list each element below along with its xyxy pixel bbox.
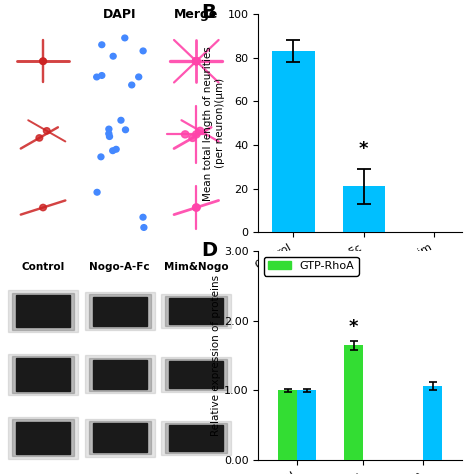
Circle shape	[36, 135, 43, 141]
Bar	[170, 425, 223, 451]
Circle shape	[118, 118, 124, 123]
Circle shape	[182, 131, 189, 138]
Y-axis label: Mean total length of neurities
(per neuron)(μm): Mean total length of neurities (per neur…	[203, 46, 225, 201]
Circle shape	[192, 204, 200, 211]
Bar	[85, 419, 155, 456]
Circle shape	[98, 154, 104, 160]
Bar	[85, 292, 155, 330]
Circle shape	[136, 74, 142, 80]
Circle shape	[40, 58, 46, 64]
Bar	[165, 359, 227, 390]
Circle shape	[140, 48, 146, 54]
Bar	[423, 386, 442, 460]
Bar	[16, 358, 70, 391]
Bar	[12, 419, 74, 456]
Circle shape	[94, 74, 100, 80]
Bar	[93, 360, 146, 389]
Bar	[8, 417, 78, 458]
Circle shape	[192, 58, 200, 65]
Circle shape	[113, 146, 119, 152]
Circle shape	[40, 204, 46, 211]
Text: Control: Control	[21, 262, 64, 272]
Circle shape	[196, 128, 204, 135]
Bar	[12, 293, 74, 330]
Bar	[162, 420, 231, 455]
Bar	[89, 358, 151, 391]
Circle shape	[192, 58, 200, 65]
Text: D: D	[201, 241, 218, 260]
Bar	[165, 422, 227, 453]
Circle shape	[141, 225, 147, 230]
Bar	[89, 421, 151, 455]
Bar	[8, 354, 78, 395]
Circle shape	[40, 58, 46, 64]
Text: B: B	[201, 3, 216, 22]
Text: Merge: Merge	[174, 8, 219, 21]
Bar	[297, 390, 317, 460]
Bar	[162, 357, 231, 392]
Circle shape	[106, 126, 112, 132]
Bar	[93, 423, 146, 452]
Text: Nogo-A-Fc: Nogo-A-Fc	[90, 262, 150, 272]
Bar	[170, 361, 223, 388]
Text: DAPI: DAPI	[103, 8, 137, 21]
Bar	[89, 294, 151, 328]
Bar	[16, 421, 70, 454]
Circle shape	[122, 35, 128, 41]
Bar	[8, 291, 78, 332]
Circle shape	[110, 54, 116, 59]
Bar	[170, 298, 223, 324]
Bar	[12, 356, 74, 393]
Text: *: *	[359, 140, 368, 158]
Circle shape	[192, 58, 200, 65]
Legend: GTP-RhoA: GTP-RhoA	[264, 257, 359, 276]
Circle shape	[106, 131, 112, 137]
Y-axis label: Relative expression of proteins: Relative expression of proteins	[211, 275, 221, 436]
Circle shape	[44, 128, 50, 134]
Bar	[165, 296, 227, 327]
Circle shape	[110, 148, 116, 154]
Bar	[273, 51, 315, 232]
Bar	[16, 295, 70, 328]
Circle shape	[99, 73, 105, 78]
Circle shape	[192, 204, 200, 211]
Circle shape	[107, 134, 112, 139]
Circle shape	[189, 135, 196, 141]
Circle shape	[140, 214, 146, 220]
Circle shape	[192, 131, 200, 138]
Bar	[85, 356, 155, 393]
Text: Mim&Nogo: Mim&Nogo	[164, 262, 228, 272]
Bar	[344, 345, 363, 460]
Bar	[162, 294, 231, 328]
Text: *: *	[349, 318, 358, 336]
Circle shape	[99, 42, 105, 47]
Circle shape	[94, 190, 100, 195]
Bar	[343, 186, 385, 232]
Circle shape	[122, 127, 128, 133]
Bar	[278, 390, 297, 460]
Circle shape	[129, 82, 135, 88]
Bar	[93, 297, 146, 326]
Circle shape	[192, 58, 200, 65]
